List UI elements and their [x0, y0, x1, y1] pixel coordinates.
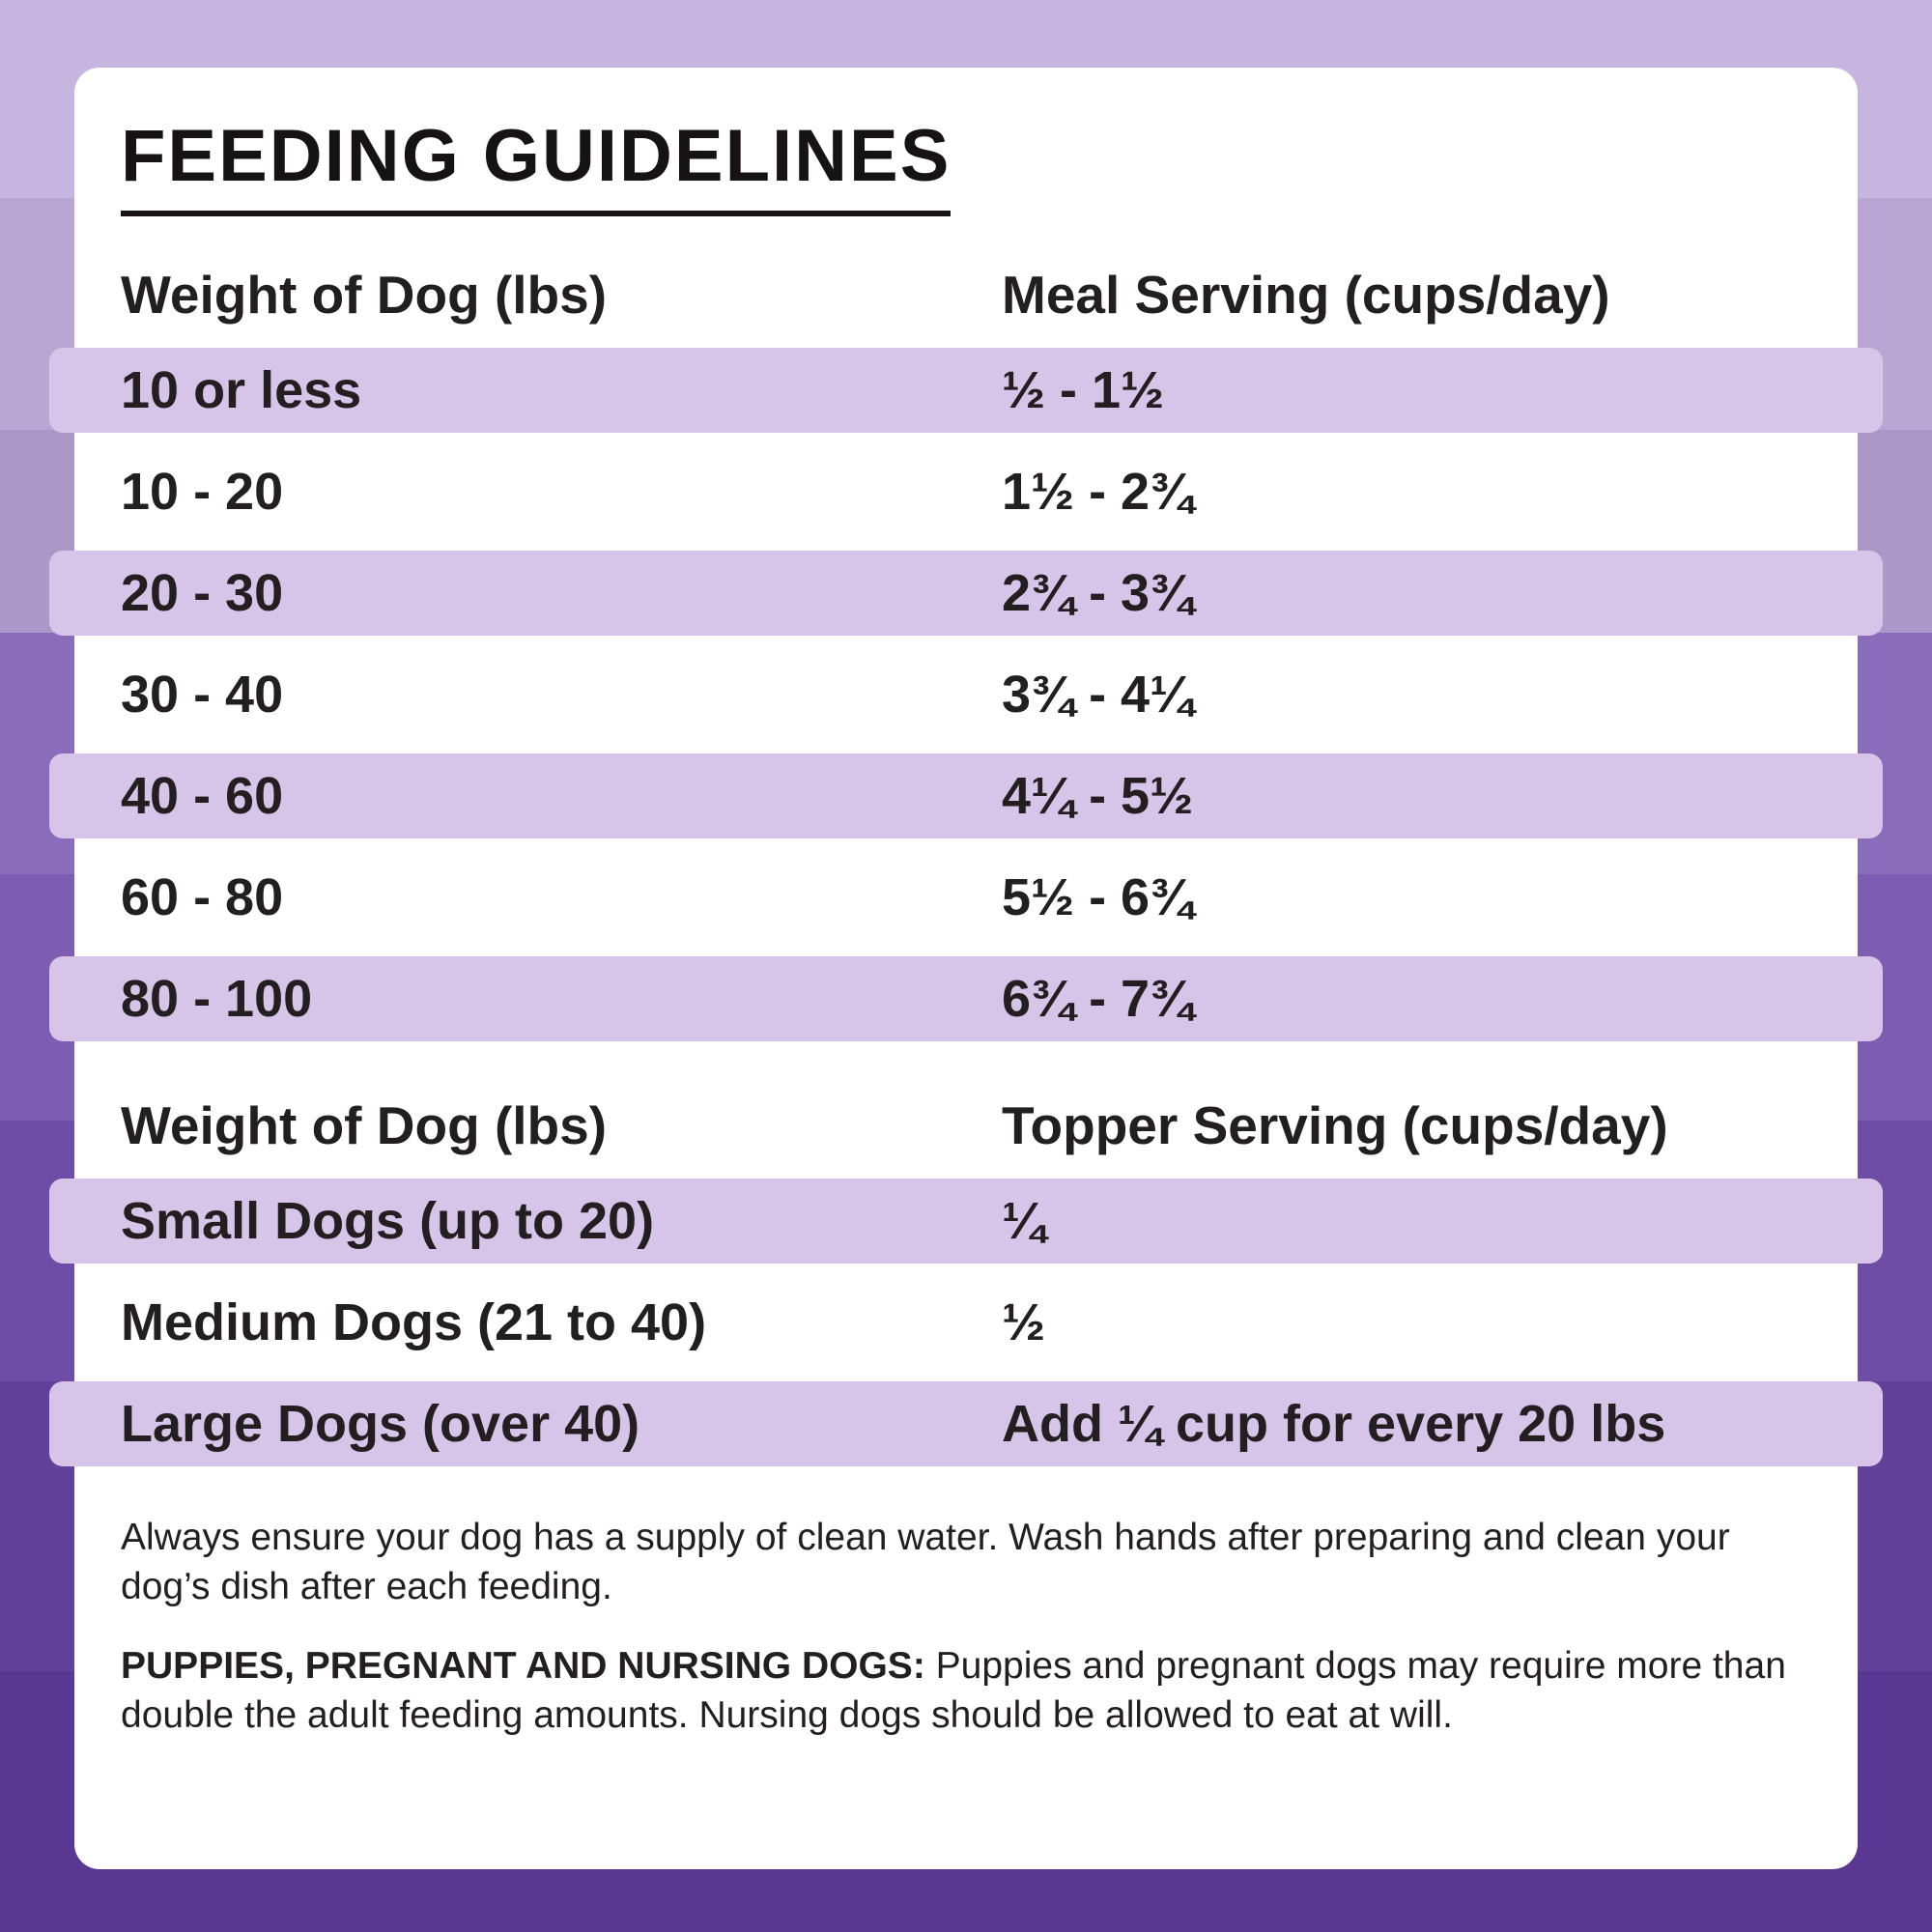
table-row: 60 - 80 5½ - 6¾: [121, 855, 1811, 940]
meal-table-header-row: Weight of Dog (lbs) Meal Serving (cups/d…: [121, 261, 1811, 328]
meal-serving-column-header: Meal Serving (cups/day): [1002, 264, 1610, 325]
page-title: FEEDING GUIDELINES: [121, 118, 952, 216]
cell-weight: Large Dogs (over 40): [121, 1394, 640, 1453]
table-row: 10 or less ½ - 1½: [49, 347, 1883, 433]
cell-weight: 40 - 60: [121, 766, 284, 825]
puppies-note: PUPPIES, PREGNANT AND NURSING DOGS: Pupp…: [121, 1641, 1811, 1741]
puppies-note-text: Puppies and pregnant dogs may require mo…: [121, 1644, 1786, 1737]
table-row: 10 - 20 1½ - 2¾: [121, 449, 1811, 534]
table-row: 40 - 60 4¼ - 5½: [49, 753, 1883, 838]
cell-weight: 10 or less: [121, 360, 362, 419]
cell-serving: 3¾ - 4¼: [1002, 665, 1194, 724]
table-row: Large Dogs (over 40) Add ¼ cup for every…: [49, 1380, 1883, 1466]
cell-serving: 4¼ - 5½: [1002, 766, 1194, 825]
table-row: 20 - 30 2¾ - 3¾: [49, 550, 1883, 636]
cell-serving: 6¾ - 7¾: [1002, 969, 1194, 1028]
puppies-note-label: PUPPIES, PREGNANT AND NURSING DOGS:: [121, 1644, 925, 1687]
meal-serving-table: Weight of Dog (lbs) Meal Serving (cups/d…: [49, 261, 1883, 1041]
cell-serving: 5½ - 6¾: [1002, 867, 1194, 926]
cell-weight: 30 - 40: [121, 665, 284, 724]
topper-serving-column-header: Topper Serving (cups/day): [1002, 1094, 1668, 1155]
cell-weight: Small Dogs (up to 20): [121, 1191, 655, 1250]
topper-weight-column-header: Weight of Dog (lbs): [121, 1094, 608, 1155]
table-row: 80 - 100 6¾ - 7¾: [49, 955, 1883, 1041]
notes-section: Always ensure your dog has a supply of c…: [121, 1513, 1811, 1741]
cell-weight: 80 - 100: [121, 969, 313, 1028]
topper-table-header-row: Weight of Dog (lbs) Topper Serving (cups…: [121, 1092, 1811, 1159]
table-row: 30 - 40 3¾ - 4¼: [121, 652, 1811, 737]
cell-serving: 2¾ - 3¾: [1002, 563, 1194, 622]
table-row: Small Dogs (up to 20) ¼: [49, 1178, 1883, 1264]
cell-serving: ¼: [1002, 1191, 1046, 1250]
table-row: Medium Dogs (21 to 40) ½: [121, 1280, 1811, 1365]
cell-serving: Add ¼ cup for every 20 lbs: [1002, 1394, 1666, 1453]
cell-weight: 20 - 30: [121, 563, 284, 622]
cell-serving: ½ - 1½: [1002, 360, 1165, 419]
feeding-guidelines-card: FEEDING GUIDELINES Weight of Dog (lbs) M…: [49, 68, 1883, 1869]
cell-weight: 10 - 20: [121, 462, 284, 521]
cell-serving: 1½ - 2¾: [1002, 462, 1194, 521]
cell-weight: 60 - 80: [121, 867, 284, 926]
cell-weight: Medium Dogs (21 to 40): [121, 1293, 707, 1351]
cell-serving: ½: [1002, 1293, 1046, 1351]
water-note: Always ensure your dog has a supply of c…: [121, 1516, 1730, 1608]
topper-serving-table: Weight of Dog (lbs) Topper Serving (cups…: [49, 1092, 1883, 1466]
meal-weight-column-header: Weight of Dog (lbs): [121, 264, 608, 325]
